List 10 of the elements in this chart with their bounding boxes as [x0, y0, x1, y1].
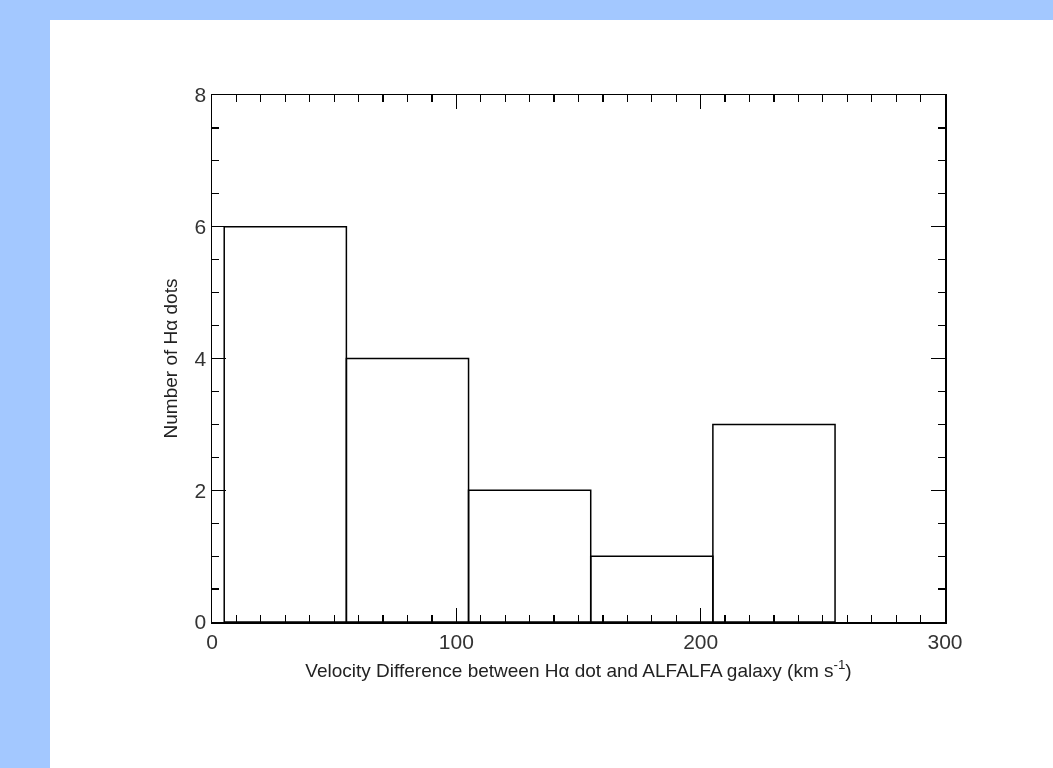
y-axis-title: Number of Hα dots	[159, 278, 181, 439]
y-tick-label: 2	[194, 478, 207, 502]
x-tick-label: 200	[683, 629, 719, 653]
y-tick-label: 6	[194, 215, 207, 239]
x-tick-label: 100	[438, 629, 474, 653]
x-axis-title: Velocity Difference between Hα dot and ALFALFA galaxy (km s$^{-1}$)	[305, 657, 852, 682]
y-tick-label: 0	[194, 610, 207, 634]
y-tick-label: 4	[194, 346, 207, 370]
y-tick-label: 8	[194, 83, 207, 107]
x-tick-label: 300	[927, 629, 963, 653]
